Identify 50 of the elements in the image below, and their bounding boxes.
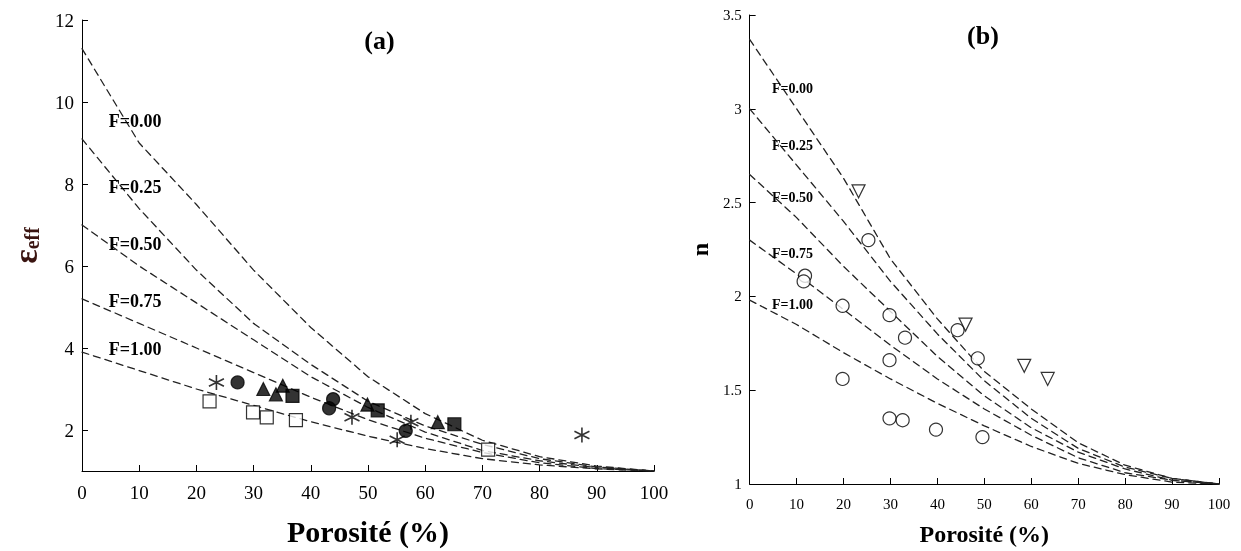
x-tick-label: 10: [789, 495, 805, 512]
series-label: F=0.25: [772, 137, 814, 153]
x-axis-title: Porosité (%): [287, 514, 449, 549]
series-label: F=1.00: [772, 297, 814, 313]
x-tick-label: 0: [745, 495, 754, 512]
x-tick-label: 40: [929, 495, 945, 512]
y-tick-label: 2: [734, 288, 742, 305]
y-tick-label: 8: [64, 173, 74, 195]
y-tick-label: 3: [734, 100, 742, 117]
series-label: F=0.00: [108, 111, 162, 131]
x-axis-title: Porosité (%): [919, 521, 1050, 547]
x-tick-label: 90: [587, 482, 607, 503]
x-tick-label: 70: [472, 482, 492, 503]
y-tick-label: 3.5: [722, 7, 742, 23]
series-label: F=1.00: [108, 338, 162, 359]
y-axis-title: n: [687, 242, 713, 257]
x-tick-label: 70: [1070, 495, 1086, 512]
x-tick-label: 80: [530, 482, 550, 503]
y-axis-title: εeff: [6, 226, 44, 264]
y-tick-label: 4: [64, 337, 75, 359]
series-label: F=0.75: [108, 291, 162, 312]
x-tick-label: 10: [129, 482, 149, 503]
x-tick-label: 60: [1023, 495, 1039, 512]
x-tick-label: 80: [1117, 495, 1133, 512]
x-tick-label: 30: [244, 482, 264, 503]
y-tick-label: 6: [64, 255, 74, 277]
x-tick-label: 0: [77, 482, 87, 503]
x-tick-label: 60: [415, 482, 435, 503]
chart-title: (a): [364, 25, 395, 55]
x-tick-label: 30: [882, 495, 898, 512]
y-tick-label: 2: [64, 419, 74, 441]
x-tick-label: 20: [836, 495, 852, 512]
x-tick-label: 20: [186, 482, 206, 503]
y-tick-label: 1: [734, 476, 742, 492]
series-label: F=0.00: [772, 81, 814, 97]
series-label: F=0.50: [772, 190, 814, 206]
x-tick-label: 100: [639, 482, 669, 503]
y-tick-label: 10: [55, 91, 74, 113]
y-tick-label: 1.5: [722, 382, 742, 399]
chart-title: (b): [967, 20, 999, 50]
y-tick-label: 2.5: [722, 194, 742, 211]
series-label: F=0.50: [108, 234, 162, 254]
x-tick-label: 40: [301, 482, 321, 503]
y-tick-label: 12: [55, 9, 74, 31]
x-tick-label: 50: [358, 482, 378, 503]
x-tick-label: 50: [976, 495, 992, 512]
series-label: F=0.25: [108, 176, 162, 197]
series-label: F=0.75: [772, 246, 814, 262]
x-tick-label: 90: [1164, 495, 1180, 512]
x-tick-label: 100: [1207, 495, 1231, 512]
